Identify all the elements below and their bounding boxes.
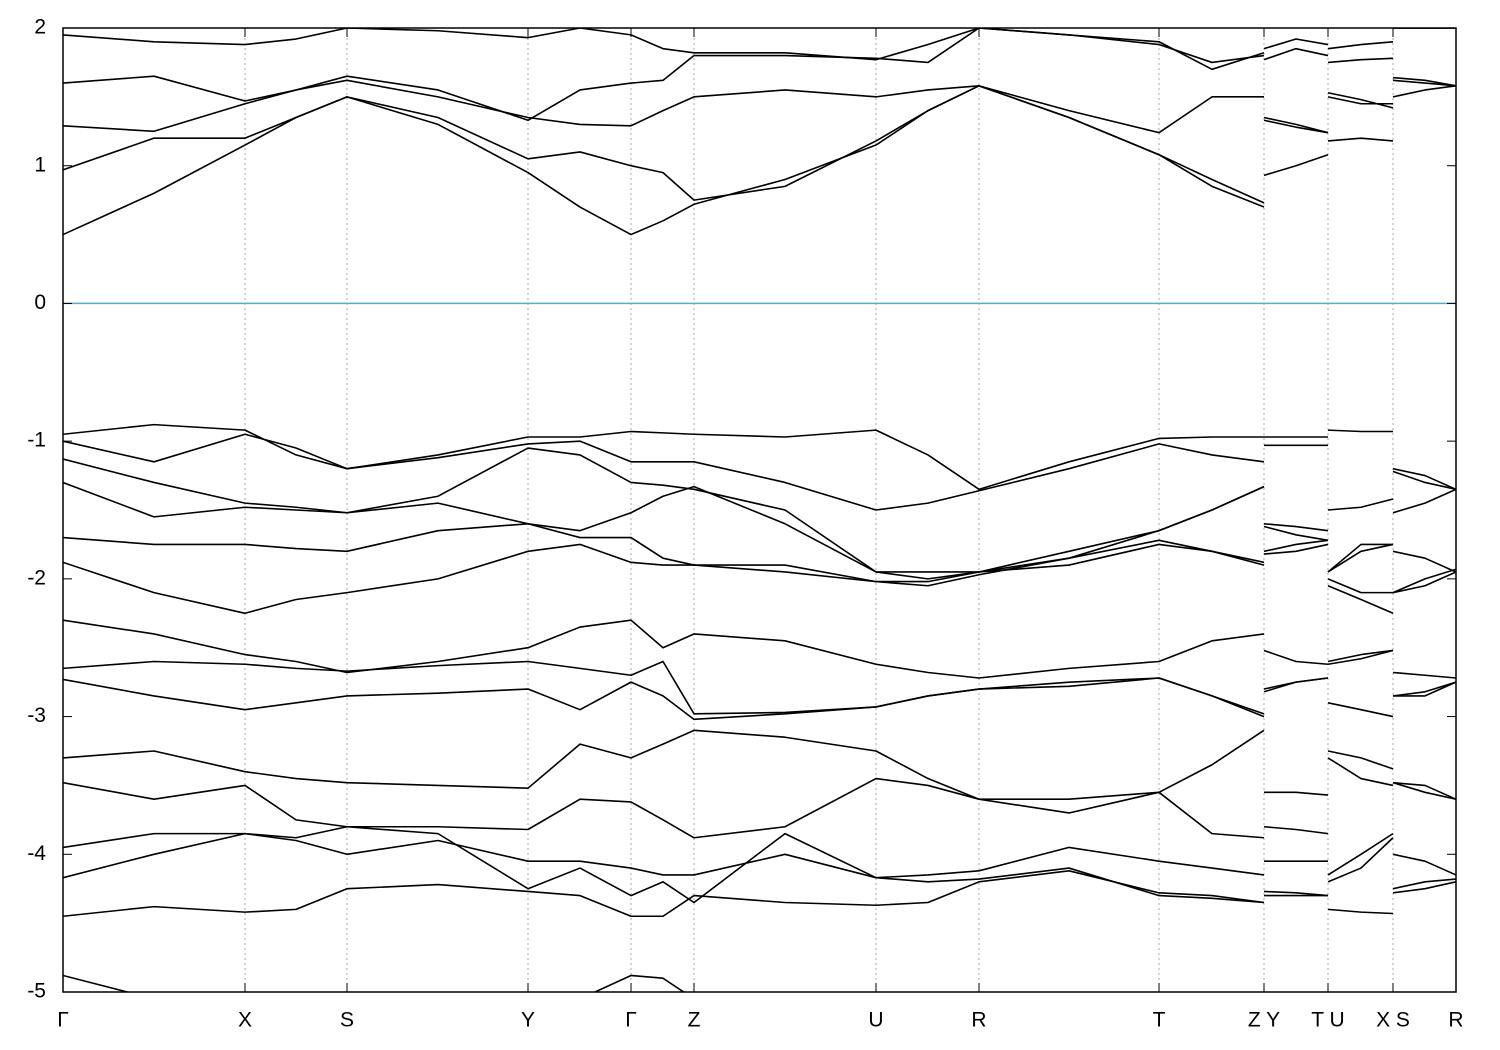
y-tick-label: -3 [27,704,46,727]
x-tick-label: S [340,1009,354,1032]
band [63,433,1456,511]
y-tick-label: -1 [27,429,46,452]
x-tick-label: X S [1376,1009,1410,1032]
band [63,76,1456,134]
band [63,79,1456,204]
x-tick-label: R [1448,1009,1463,1032]
x-tick-label: Γ [57,1009,69,1032]
y-tick-label: -4 [27,842,46,865]
x-tick-label: Γ [625,1009,637,1032]
plot-frame [62,27,1457,993]
band [63,28,1456,122]
x-tick-label: U [868,1009,883,1032]
band [63,423,1456,491]
band [63,619,1456,679]
x-tick-label: Y [521,1009,535,1032]
y-tick-label: -2 [27,566,46,589]
band [63,28,1456,71]
y-tick-label: 1 [34,153,46,176]
y-tick-label: 0 [34,291,46,314]
band [63,85,1456,236]
x-tick-label: R [971,1009,986,1032]
y-tick-label: 2 [34,16,46,39]
x-tick-label: T [1153,1009,1166,1032]
x-tick-label: X [238,1009,252,1032]
band [63,543,1456,615]
bands-layer [63,28,1456,992]
band [63,729,1456,800]
band [63,825,1456,904]
band [63,832,1456,879]
y-tick-label: -5 [27,980,46,1003]
x-tick-label: T U [1311,1009,1344,1032]
band [63,870,1456,918]
band [63,481,1456,594]
band [63,974,686,992]
axes-layer: -5 -4 -3 -2 -1 0 1 2 Γ X S Y Γ Z U R T Z Y T U X S R [27,16,1463,1032]
band [63,447,1456,573]
band [63,649,1456,721]
x-tick-label: Z [688,1009,701,1032]
band [63,485,1456,615]
band [63,757,1456,839]
x-tick-label: Z Y [1248,1009,1280,1032]
